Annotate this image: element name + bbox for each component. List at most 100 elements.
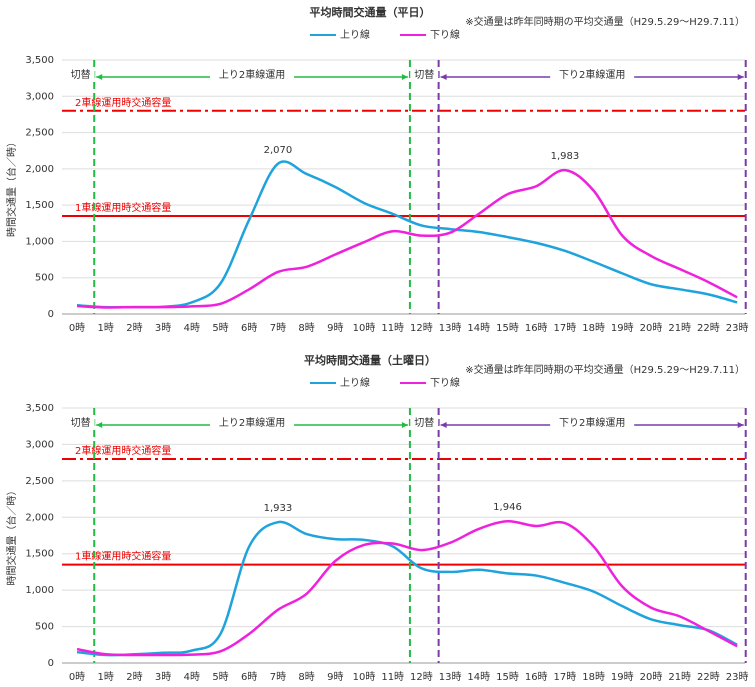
y-tick-label: 2,500 bbox=[25, 476, 54, 487]
value-label: 1,946 bbox=[493, 502, 522, 513]
period-label-bg bbox=[210, 417, 295, 429]
y-tick-label: 1,000 bbox=[25, 585, 54, 596]
value-label: 2,070 bbox=[264, 145, 293, 156]
x-tick-label: 11時 bbox=[381, 671, 404, 683]
y-tick-label: 3,000 bbox=[25, 439, 54, 450]
series-line bbox=[76, 519, 738, 657]
x-tick-label: 20時 bbox=[640, 322, 663, 334]
period-label-bg bbox=[550, 417, 635, 429]
x-tick-label: 18時 bbox=[582, 322, 605, 334]
period-label: 上り2車線運用 bbox=[219, 416, 285, 429]
series-line bbox=[76, 168, 738, 309]
chart-title: 平均時間交通量（平日） bbox=[310, 5, 431, 19]
period-label: 下り2車線運用 bbox=[559, 416, 625, 429]
x-tick-label: 22時 bbox=[697, 322, 720, 334]
y-tick-label: 500 bbox=[35, 273, 54, 284]
x-tick-label: 2時 bbox=[126, 671, 142, 683]
x-tick-label: 15時 bbox=[496, 671, 519, 683]
period-label: 下り2車線運用 bbox=[559, 68, 625, 81]
x-tick-label: 1時 bbox=[98, 671, 114, 683]
chart-title: 平均時間交通量（土曜日） bbox=[304, 353, 436, 367]
y-tick-label: 1,500 bbox=[25, 200, 54, 211]
x-tick-label: 16時 bbox=[525, 671, 548, 683]
note: ※交通量は昨年同時期の平均交通量（H29.5.29～H29.7.11） bbox=[465, 15, 745, 28]
x-tick-label: 16時 bbox=[525, 322, 548, 334]
reference-label: 1車線運用時交通容量 bbox=[75, 201, 171, 214]
legend-label: 下り線 bbox=[430, 28, 460, 41]
x-tick-label: 15時 bbox=[496, 322, 519, 334]
x-tick-label: 14時 bbox=[467, 322, 490, 334]
x-tick-label: 22時 bbox=[697, 671, 720, 683]
x-tick-label: 13時 bbox=[439, 671, 462, 683]
x-tick-label: 7時 bbox=[270, 322, 286, 334]
x-tick-label: 19時 bbox=[611, 671, 634, 683]
x-tick-label: 5時 bbox=[212, 322, 228, 334]
x-tick-label: 9時 bbox=[327, 322, 343, 334]
legend-label: 上り線 bbox=[340, 376, 370, 389]
period-label-bg bbox=[410, 69, 439, 81]
x-tick-label: 6時 bbox=[241, 322, 257, 334]
x-tick-label: 2時 bbox=[126, 322, 142, 334]
x-tick-label: 0時 bbox=[69, 671, 85, 683]
x-tick-label: 3時 bbox=[155, 671, 171, 683]
x-tick-label: 6時 bbox=[241, 671, 257, 683]
x-tick-label: 13時 bbox=[439, 322, 462, 334]
x-tick-label: 21時 bbox=[668, 671, 691, 683]
y-axis-title: 時間交通量（台／時） bbox=[5, 137, 18, 237]
x-tick-label: 5時 bbox=[212, 671, 228, 683]
y-tick-label: 500 bbox=[35, 622, 54, 633]
x-tick-label: 17時 bbox=[554, 322, 577, 334]
reference-label: 2車線運用時交通容量 bbox=[75, 444, 171, 457]
series-line bbox=[76, 520, 738, 657]
x-tick-label: 23時 bbox=[726, 671, 749, 683]
y-tick-label: 3,500 bbox=[25, 55, 54, 66]
x-tick-label: 4時 bbox=[184, 671, 200, 683]
period-label: 切替 bbox=[71, 68, 91, 81]
x-tick-label: 10時 bbox=[353, 671, 376, 683]
value-label: 1,933 bbox=[264, 503, 293, 514]
x-tick-label: 4時 bbox=[184, 322, 200, 334]
y-tick-label: 1,000 bbox=[25, 236, 54, 247]
period-label-bg bbox=[210, 69, 295, 81]
period-label-bg bbox=[66, 417, 95, 429]
y-tick-label: 0 bbox=[48, 309, 54, 320]
note: ※交通量は昨年同時期の平均交通量（H29.5.29～H29.7.11） bbox=[465, 363, 745, 376]
period-label: 切替 bbox=[414, 68, 434, 81]
legend-label: 下り線 bbox=[430, 376, 460, 389]
x-tick-label: 17時 bbox=[554, 671, 577, 683]
period-label: 切替 bbox=[414, 416, 434, 429]
series-line bbox=[76, 160, 738, 309]
y-tick-label: 0 bbox=[48, 658, 54, 669]
x-tick-label: 10時 bbox=[353, 322, 376, 334]
x-tick-label: 1時 bbox=[98, 322, 114, 334]
value-label: 1,983 bbox=[551, 151, 580, 162]
period-label-bg bbox=[410, 417, 439, 429]
x-tick-label: 21時 bbox=[668, 322, 691, 334]
x-tick-label: 12時 bbox=[410, 322, 433, 334]
x-tick-label: 8時 bbox=[298, 671, 314, 683]
legend-label: 上り線 bbox=[340, 28, 370, 41]
period-label: 上り2車線運用 bbox=[219, 68, 285, 81]
x-tick-label: 23時 bbox=[726, 322, 749, 334]
period-label-bg bbox=[66, 69, 95, 81]
reference-label: 1車線運用時交通容量 bbox=[75, 550, 171, 563]
x-tick-label: 18時 bbox=[582, 671, 605, 683]
reference-label: 2車線運用時交通容量 bbox=[75, 96, 171, 109]
period-label-bg bbox=[550, 69, 635, 81]
x-tick-label: 9時 bbox=[327, 671, 343, 683]
x-tick-label: 19時 bbox=[611, 322, 634, 334]
y-tick-label: 2,000 bbox=[25, 164, 54, 175]
x-tick-label: 20時 bbox=[640, 671, 663, 683]
period-label: 切替 bbox=[71, 416, 91, 429]
x-tick-label: 11時 bbox=[381, 322, 404, 334]
x-tick-label: 12時 bbox=[410, 671, 433, 683]
x-tick-label: 14時 bbox=[467, 671, 490, 683]
x-tick-label: 3時 bbox=[155, 322, 171, 334]
y-tick-label: 1,500 bbox=[25, 549, 54, 560]
y-tick-label: 3,500 bbox=[25, 403, 54, 414]
x-tick-label: 7時 bbox=[270, 671, 286, 683]
x-tick-label: 0時 bbox=[69, 322, 85, 334]
y-axis-title: 時間交通量（台／時） bbox=[5, 486, 18, 586]
y-tick-label: 2,000 bbox=[25, 512, 54, 523]
